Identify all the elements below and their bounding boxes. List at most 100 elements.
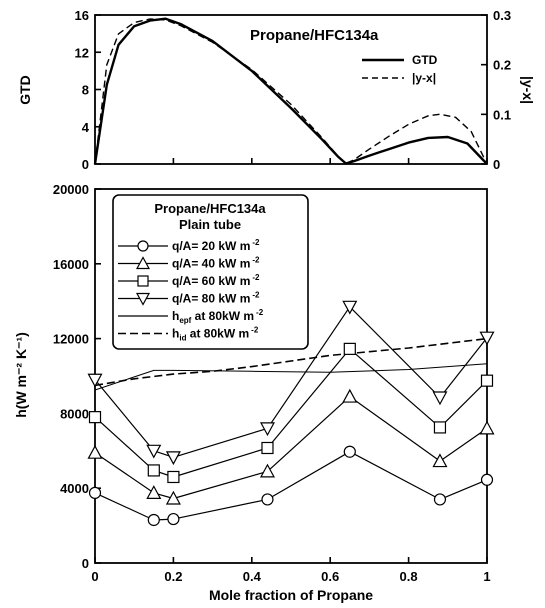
bottom-legend-label-sub: id <box>179 334 186 343</box>
bottom-series-3-point <box>165 451 181 466</box>
top-y-tick-label: 8 <box>82 83 89 98</box>
bottom-series-2-point <box>88 411 102 424</box>
top-y-tick-label: 4 <box>82 120 90 135</box>
top-right-y-ticks: 0 0.1 0.2 0.3 <box>481 8 511 172</box>
bottom-y-tick-label: 12000 <box>53 332 89 347</box>
bottom-legend-label-sup: -2 <box>256 308 264 317</box>
bottom-series-0-point <box>480 473 494 486</box>
bottom-series-3-point <box>259 422 275 437</box>
top-series-group <box>93 17 488 165</box>
bottom-series-3-point <box>87 373 103 388</box>
bottom-series-3-point <box>146 444 162 459</box>
bottom-y-tick-label: 0 <box>82 556 89 571</box>
bottom-series-1-point <box>87 444 103 459</box>
bottom-legend-label-sup: -2 <box>252 273 260 282</box>
bottom-y-tick-label: 16000 <box>53 257 89 272</box>
bottom-legend-label-suffix: at 80kW m <box>191 309 254 323</box>
bottom-series-group <box>87 300 495 527</box>
bottom-series-3-point <box>432 391 448 406</box>
bottom-series-2-point <box>147 464 160 477</box>
bottom-series-1-point <box>165 490 181 505</box>
bottom-series-0-point <box>433 493 447 506</box>
top-series-gtd-line <box>93 17 488 165</box>
top-left-y-ticks: 0 4 8 12 16 <box>75 8 101 172</box>
bottom-legend-label-0: q/A= 20 kW m -2 <box>172 238 260 253</box>
bottom-x-tick-label: 0.4 <box>243 569 262 584</box>
bottom-series-2-point <box>480 374 494 387</box>
bottom-series-1-point <box>259 463 275 478</box>
bottom-legend-label-text: q/A= 60 kW m <box>172 274 250 288</box>
top-legend-yx-label: |y-x| <box>412 71 436 85</box>
bottom-x-axis-label: Mole fraction of Propane <box>209 587 373 603</box>
bottom-series-0-point <box>343 445 356 458</box>
bottom-series-4-line <box>94 363 488 391</box>
top-y2-axis-label: |y-x| <box>520 76 536 104</box>
top-legend-gtd-label: GTD <box>412 53 438 67</box>
bottom-series-2-point <box>261 441 274 455</box>
top-y-tick-label: 16 <box>75 8 89 23</box>
bottom-legend-label-text: q/A= 40 kW m <box>172 257 250 271</box>
bottom-legend-label-2: q/A= 60 kW m -2 <box>172 273 260 288</box>
bottom-x-tick-label: 0.6 <box>321 569 339 584</box>
bottom-series-0-point <box>147 513 160 527</box>
top-y-axis-label: GTD <box>17 75 33 105</box>
bottom-y-ticks: 0 4000 8000 12000 16000 20000 <box>53 182 101 571</box>
bottom-legend-label-text: q/A= 20 kW m <box>172 239 250 253</box>
bottom-legend-marker-3 <box>135 292 151 306</box>
bottom-legend-label-5: hid at 80kW m -2 <box>172 326 259 343</box>
top-annotation: Propane/HFC134a <box>250 27 379 44</box>
bottom-legend-box <box>112 194 309 350</box>
top-panel: 0 4 8 12 16 0 0.1 0.2 0.3 Propane/HFC134a GTD |… <box>17 8 536 172</box>
bottom-series-0-point <box>88 486 102 499</box>
bottom-legend-label-sup: -2 <box>252 238 260 247</box>
bottom-legend-label-text: h <box>172 327 179 341</box>
top-y2-tick-label: 0.2 <box>493 58 511 73</box>
bottom-series-3-point <box>479 331 495 346</box>
bottom-legend-label-1: q/A= 40 kW m -2 <box>172 256 260 271</box>
bottom-series-1-point <box>146 485 162 499</box>
bottom-legend-label-sup: -2 <box>252 291 260 300</box>
top-y2-tick-label: 0.1 <box>493 107 511 122</box>
bottom-x-tick-label: 1 <box>483 569 490 584</box>
top-y-tick-label: 0 <box>82 157 89 172</box>
bottom-series-2-point <box>433 421 447 434</box>
bottom-series-3-point <box>342 300 358 315</box>
top-legend: GTD |y-x| <box>362 53 438 85</box>
bottom-legend-marker-1 <box>135 256 151 270</box>
bottom-x-ticks: 0 0.2 0.4 0.6 0.8 1 <box>91 557 491 584</box>
bottom-legend-label-sup: -2 <box>252 256 260 265</box>
top-series-yx-line <box>94 18 488 165</box>
top-y2-tick-label: 0 <box>493 157 500 172</box>
bottom-x-tick-label: 0.2 <box>164 569 182 584</box>
bottom-series-0-point <box>261 493 274 506</box>
bottom-legend-rows: q/A= 20 kW m -2q/A= 40 kW m -2q/A= 60 kW m… <box>118 238 264 343</box>
bottom-y-tick-label: 20000 <box>53 182 89 197</box>
bottom-legend-marker-2 <box>137 275 149 287</box>
bottom-y-tick-label: 4000 <box>60 481 89 496</box>
top-y2-tick-label: 0.3 <box>493 8 511 23</box>
bottom-series-1-point <box>479 420 495 435</box>
bottom-x-tick-label: 0 <box>91 569 98 584</box>
bottom-legend-title: Propane/HFC134a <box>154 201 266 216</box>
bottom-legend-label-text: h <box>172 309 179 323</box>
bottom-series-1-point <box>342 388 358 403</box>
bottom-y-tick-label: 8000 <box>60 406 89 421</box>
bottom-series-1-point <box>432 453 448 468</box>
bottom-series-2-point <box>343 342 356 355</box>
bottom-series-2-point <box>167 470 180 484</box>
bottom-legend-marker-0 <box>137 240 149 252</box>
bottom-legend-label-text: q/A= 80 kW m <box>172 292 250 306</box>
bottom-legend: Propane/HFC134a Plain tube q/A= 20 kW m-… <box>112 194 309 350</box>
bottom-legend-label-suffix: at 80kW m <box>186 327 249 341</box>
bottom-legend-label-sub: epf <box>179 316 191 325</box>
bottom-x-tick-label: 0.8 <box>400 569 418 584</box>
top-y-tick-label: 12 <box>75 45 89 60</box>
bottom-legend-label-sup: -2 <box>251 326 259 335</box>
bottom-legend-label-4: hepf at 80kW m -2 <box>172 308 264 325</box>
bottom-legend-subtitle: Plain tube <box>179 217 241 232</box>
bottom-y-axis-label: h(W m⁻² K⁻¹) <box>13 332 29 418</box>
bottom-series-5-line <box>94 337 488 387</box>
bottom-legend-label-3: q/A= 80 kW m -2 <box>172 291 260 306</box>
